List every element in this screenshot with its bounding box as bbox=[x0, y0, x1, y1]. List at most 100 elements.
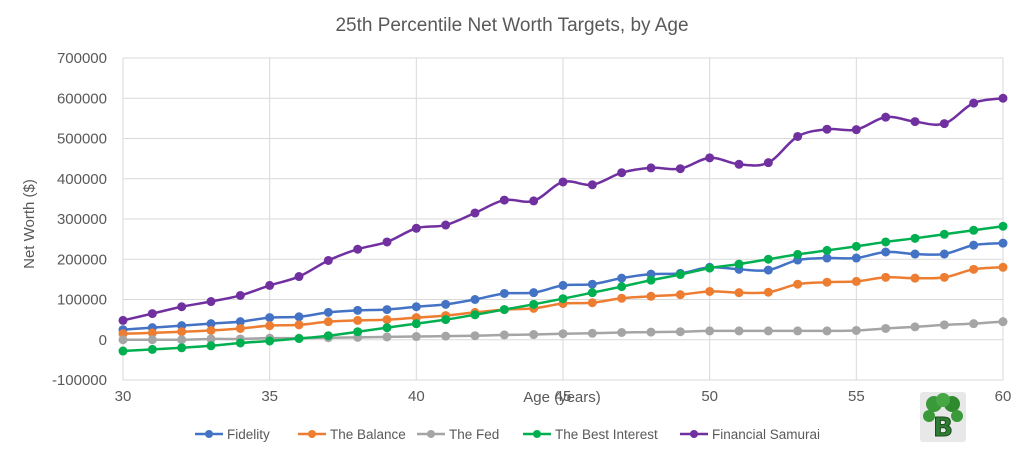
legend: Fidelity The Balance The Fed The Best Inter… bbox=[195, 427, 820, 442]
data-point bbox=[881, 112, 891, 122]
data-point bbox=[206, 334, 216, 344]
data-point bbox=[558, 280, 568, 290]
data-point bbox=[675, 270, 685, 280]
data-point bbox=[969, 264, 979, 274]
data-point bbox=[910, 233, 920, 243]
data-point bbox=[734, 159, 744, 169]
data-point bbox=[617, 273, 627, 283]
x-tick-label: 40 bbox=[408, 388, 425, 405]
data-point bbox=[705, 263, 715, 273]
data-point bbox=[206, 319, 216, 329]
data-point bbox=[763, 158, 773, 168]
data-point bbox=[617, 282, 627, 292]
data-point bbox=[470, 331, 480, 341]
data-point bbox=[235, 290, 245, 300]
data-point bbox=[177, 302, 187, 312]
data-point bbox=[206, 325, 216, 335]
data-point bbox=[411, 332, 421, 342]
data-point bbox=[118, 346, 128, 356]
x-axis-label: Age (years) bbox=[523, 389, 601, 406]
data-point bbox=[353, 305, 363, 315]
data-point bbox=[587, 288, 597, 298]
data-point bbox=[617, 168, 627, 178]
data-point bbox=[998, 93, 1008, 103]
data-point bbox=[147, 328, 157, 338]
legend-marker bbox=[205, 430, 213, 438]
data-point bbox=[529, 330, 539, 340]
data-point bbox=[118, 335, 128, 345]
x-axis-tick-labels: 30 35 40 45 50 55 60 bbox=[115, 388, 1012, 405]
data-point bbox=[998, 221, 1008, 231]
logo-leaf-icon bbox=[936, 393, 950, 407]
legend-marker bbox=[427, 430, 435, 438]
data-point bbox=[851, 125, 861, 135]
legend-label: Financial Samurai bbox=[712, 427, 820, 442]
legend-label: Fidelity bbox=[227, 427, 270, 442]
legend-marker bbox=[308, 430, 316, 438]
data-point bbox=[763, 287, 773, 297]
data-point bbox=[177, 343, 187, 353]
data-point bbox=[529, 196, 539, 206]
data-point bbox=[441, 331, 451, 341]
logo-leaf-icon bbox=[951, 410, 963, 422]
legend-marker bbox=[690, 430, 698, 438]
legend-marker bbox=[533, 430, 541, 438]
data-point bbox=[470, 208, 480, 218]
y-tick-label: 300000 bbox=[57, 211, 107, 228]
x-tick-label: 30 bbox=[115, 388, 132, 405]
data-point bbox=[793, 131, 803, 141]
x-tick-label: 50 bbox=[701, 388, 718, 405]
data-point bbox=[969, 319, 979, 329]
y-tick-label: 0 bbox=[99, 332, 107, 349]
data-point bbox=[646, 327, 656, 337]
legend-label: The Balance bbox=[330, 427, 406, 442]
data-point bbox=[763, 254, 773, 264]
data-point bbox=[294, 334, 304, 344]
y-tick-label: 100000 bbox=[57, 292, 107, 309]
data-point bbox=[939, 249, 949, 259]
x-tick-label: 35 bbox=[261, 388, 278, 405]
data-point bbox=[705, 326, 715, 336]
data-point bbox=[147, 309, 157, 319]
legend-entry: Fidelity bbox=[195, 427, 270, 442]
data-point bbox=[881, 272, 891, 282]
data-point bbox=[998, 262, 1008, 272]
series-financial-samurai bbox=[118, 93, 1008, 325]
data-point bbox=[499, 195, 509, 205]
data-point bbox=[939, 272, 949, 282]
y-tick-label: 200000 bbox=[57, 251, 107, 268]
y-axis-tick-labels: -100000 0 100000 200000 300000 400000 500000 60… bbox=[52, 50, 107, 389]
legend-label: The Best Interest bbox=[555, 427, 658, 442]
y-tick-label: 600000 bbox=[57, 90, 107, 107]
data-point bbox=[851, 276, 861, 286]
data-point bbox=[969, 225, 979, 235]
data-point bbox=[881, 237, 891, 247]
data-point bbox=[617, 293, 627, 303]
data-point bbox=[206, 297, 216, 307]
data-point bbox=[793, 326, 803, 336]
data-point bbox=[763, 265, 773, 275]
data-series bbox=[118, 93, 1008, 356]
data-point bbox=[499, 288, 509, 298]
data-point bbox=[675, 327, 685, 337]
data-point bbox=[939, 320, 949, 330]
data-point bbox=[147, 344, 157, 354]
data-point bbox=[793, 249, 803, 259]
data-point bbox=[851, 253, 861, 263]
series-the-best-interest bbox=[118, 221, 1008, 356]
data-point bbox=[499, 330, 509, 340]
data-point bbox=[910, 322, 920, 332]
data-point bbox=[470, 295, 480, 304]
x-tick-label: 45 bbox=[555, 388, 572, 405]
data-point bbox=[587, 328, 597, 338]
data-point bbox=[323, 331, 333, 341]
data-point bbox=[881, 247, 891, 257]
logo-leaf-icon bbox=[923, 410, 935, 422]
data-point bbox=[499, 305, 509, 315]
data-point bbox=[206, 341, 216, 351]
data-point bbox=[294, 272, 304, 282]
legend-entry: The Balance bbox=[298, 427, 406, 442]
data-point bbox=[177, 335, 187, 345]
data-point bbox=[734, 326, 744, 336]
